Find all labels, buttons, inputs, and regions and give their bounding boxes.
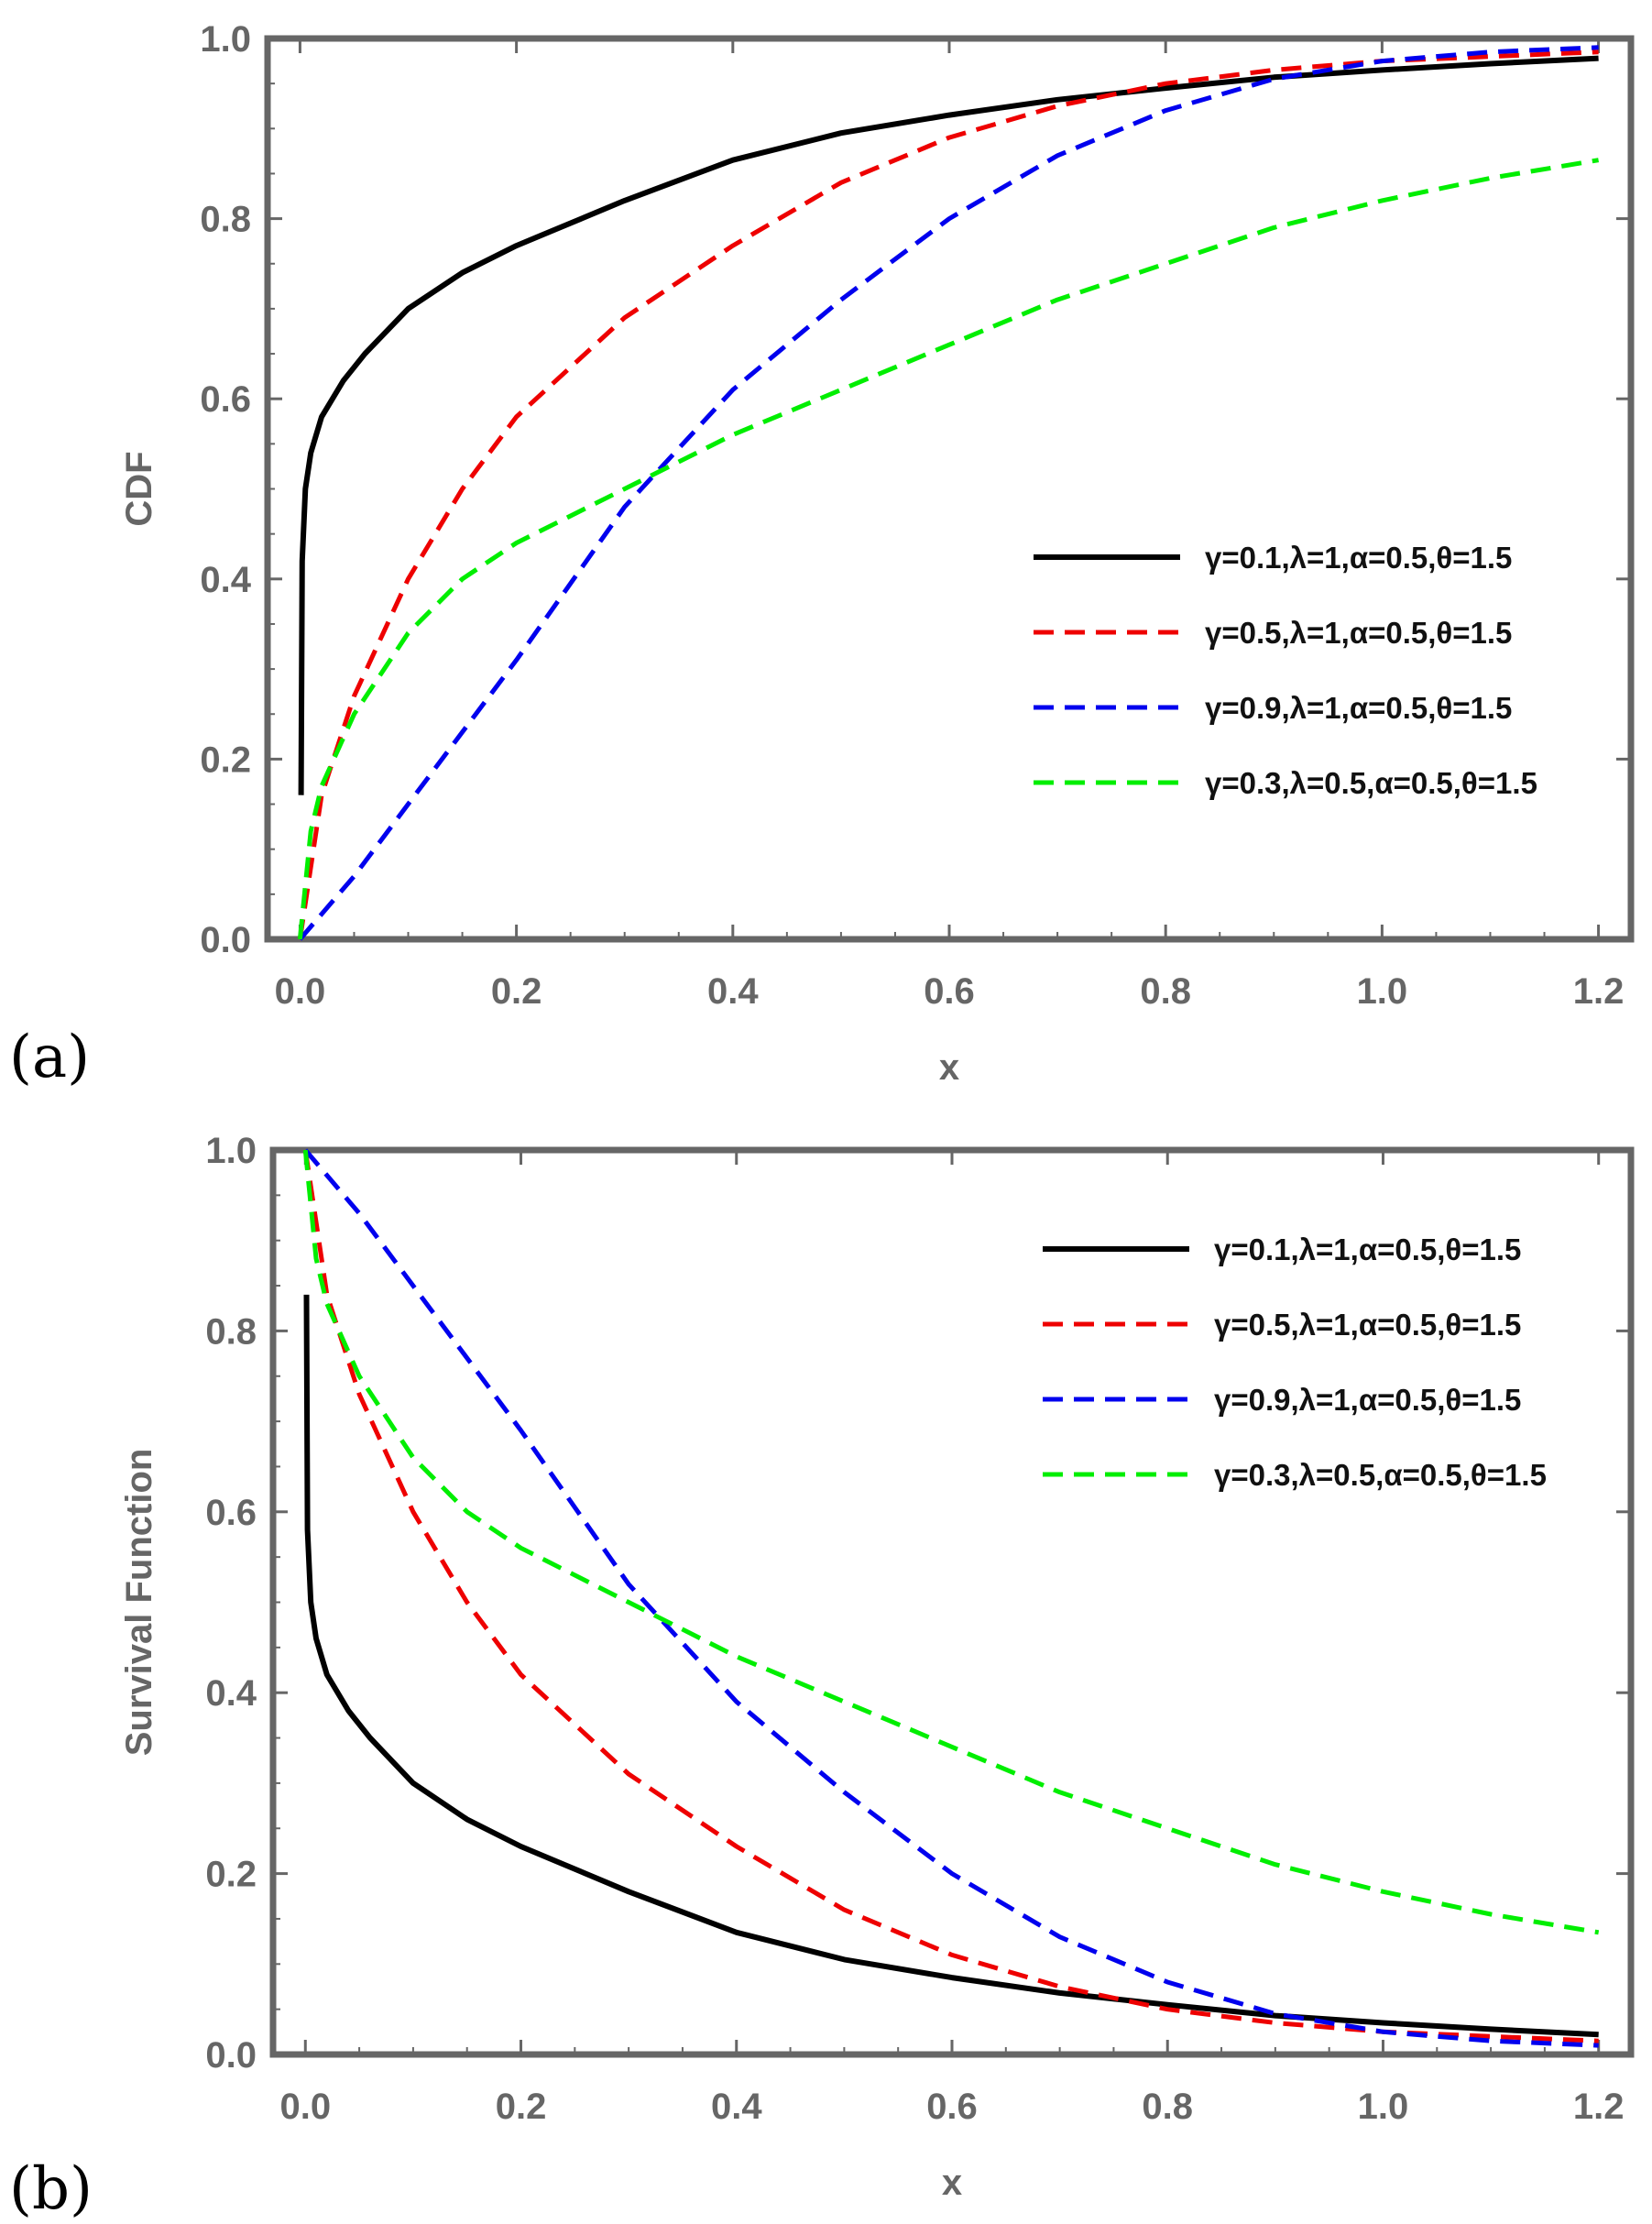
legend-box bbox=[1026, 1208, 1594, 1510]
x-tick-label: 1.0 bbox=[1358, 2087, 1409, 2127]
legend-box bbox=[1017, 516, 1585, 818]
x-tick-label: 0.6 bbox=[926, 2087, 978, 2127]
panel-b-label: (b) bbox=[9, 2155, 93, 2223]
y-tick-label: 0.6 bbox=[205, 1493, 257, 1533]
series-line-3 bbox=[298, 45, 1599, 941]
series-line-2 bbox=[302, 1149, 1599, 2043]
legend-label-3: γ=0.9,λ=1,α=0.5,θ=1.5 bbox=[1205, 691, 1512, 725]
series-line-1 bbox=[303, 1294, 1599, 2038]
x-tick-label: 0.8 bbox=[1142, 2087, 1193, 2127]
y-tick-label: 1.0 bbox=[205, 1131, 257, 1171]
x-tick-label: 0.0 bbox=[279, 2087, 331, 2127]
legend-label-4: γ=0.3,λ=0.5,α=0.5,θ=1.5 bbox=[1214, 1458, 1547, 1492]
x-tick-label: 1.2 bbox=[1573, 2087, 1625, 2127]
x-tick-label: 0.2 bbox=[496, 2087, 547, 2127]
y-tick-label: 0.0 bbox=[200, 920, 251, 960]
y-axis-label: Survival Function bbox=[119, 1449, 159, 1757]
y-tick-label: 0.4 bbox=[200, 560, 251, 600]
panel-b-chart: 0.0 0.2 0.4 0.6 0.8 1.0 1.2 0.0 0.2 0.4 0.6 0.8 1.0 x… bbox=[119, 1131, 1635, 2203]
y-tick-label: 0.2 bbox=[200, 740, 251, 780]
x-tick-label: 1.2 bbox=[1573, 971, 1625, 1012]
y-axis-label: CDF bbox=[119, 451, 159, 526]
series-line-3 bbox=[303, 1148, 1599, 2048]
panel-a-chart: 0.0 0.2 0.4 0.6 0.8 1.0 1.2 0.0 0.2 0.4 0.6 0.8 1.0 x… bbox=[119, 19, 1635, 1088]
x-axis-label: x bbox=[939, 1047, 959, 1088]
series-line-1 bbox=[298, 55, 1599, 795]
legend-label-4: γ=0.3,λ=0.5,α=0.5,θ=1.5 bbox=[1205, 766, 1537, 800]
series-line-2 bbox=[297, 49, 1599, 940]
y-tick-label: 0.8 bbox=[200, 200, 251, 240]
x-tick-label: 0.4 bbox=[707, 971, 759, 1012]
x-tick-label: 0.8 bbox=[1140, 971, 1191, 1012]
y-tick-label: 1.0 bbox=[200, 19, 251, 60]
x-tick-label: 0.2 bbox=[491, 971, 542, 1012]
x-tick-label: 0.6 bbox=[924, 971, 975, 1012]
y-tick-label: 0.4 bbox=[205, 1673, 257, 1714]
legend-label-1: γ=0.1,λ=1,α=0.5,θ=1.5 bbox=[1205, 541, 1512, 575]
legend-label-3: γ=0.9,λ=1,α=0.5,θ=1.5 bbox=[1214, 1383, 1521, 1417]
legend-label-1: γ=0.1,λ=1,α=0.5,θ=1.5 bbox=[1214, 1233, 1521, 1266]
panel-a-label: (a) bbox=[9, 1024, 90, 1091]
x-tick-label: 1.0 bbox=[1357, 971, 1408, 1012]
y-tick-label: 0.2 bbox=[205, 1855, 257, 1895]
x-axis-label: x bbox=[942, 2163, 962, 2203]
y-tick-label: 0.6 bbox=[200, 379, 251, 420]
legend-label-2: γ=0.5,λ=1,α=0.5,θ=1.5 bbox=[1214, 1308, 1521, 1342]
legend-label-2: γ=0.5,λ=1,α=0.5,θ=1.5 bbox=[1205, 616, 1512, 650]
y-tick-label: 0.0 bbox=[205, 2035, 257, 2076]
x-tick-label: 0.4 bbox=[711, 2087, 762, 2127]
y-tick-label: 0.8 bbox=[205, 1311, 257, 1352]
x-tick-label: 0.0 bbox=[275, 971, 326, 1012]
